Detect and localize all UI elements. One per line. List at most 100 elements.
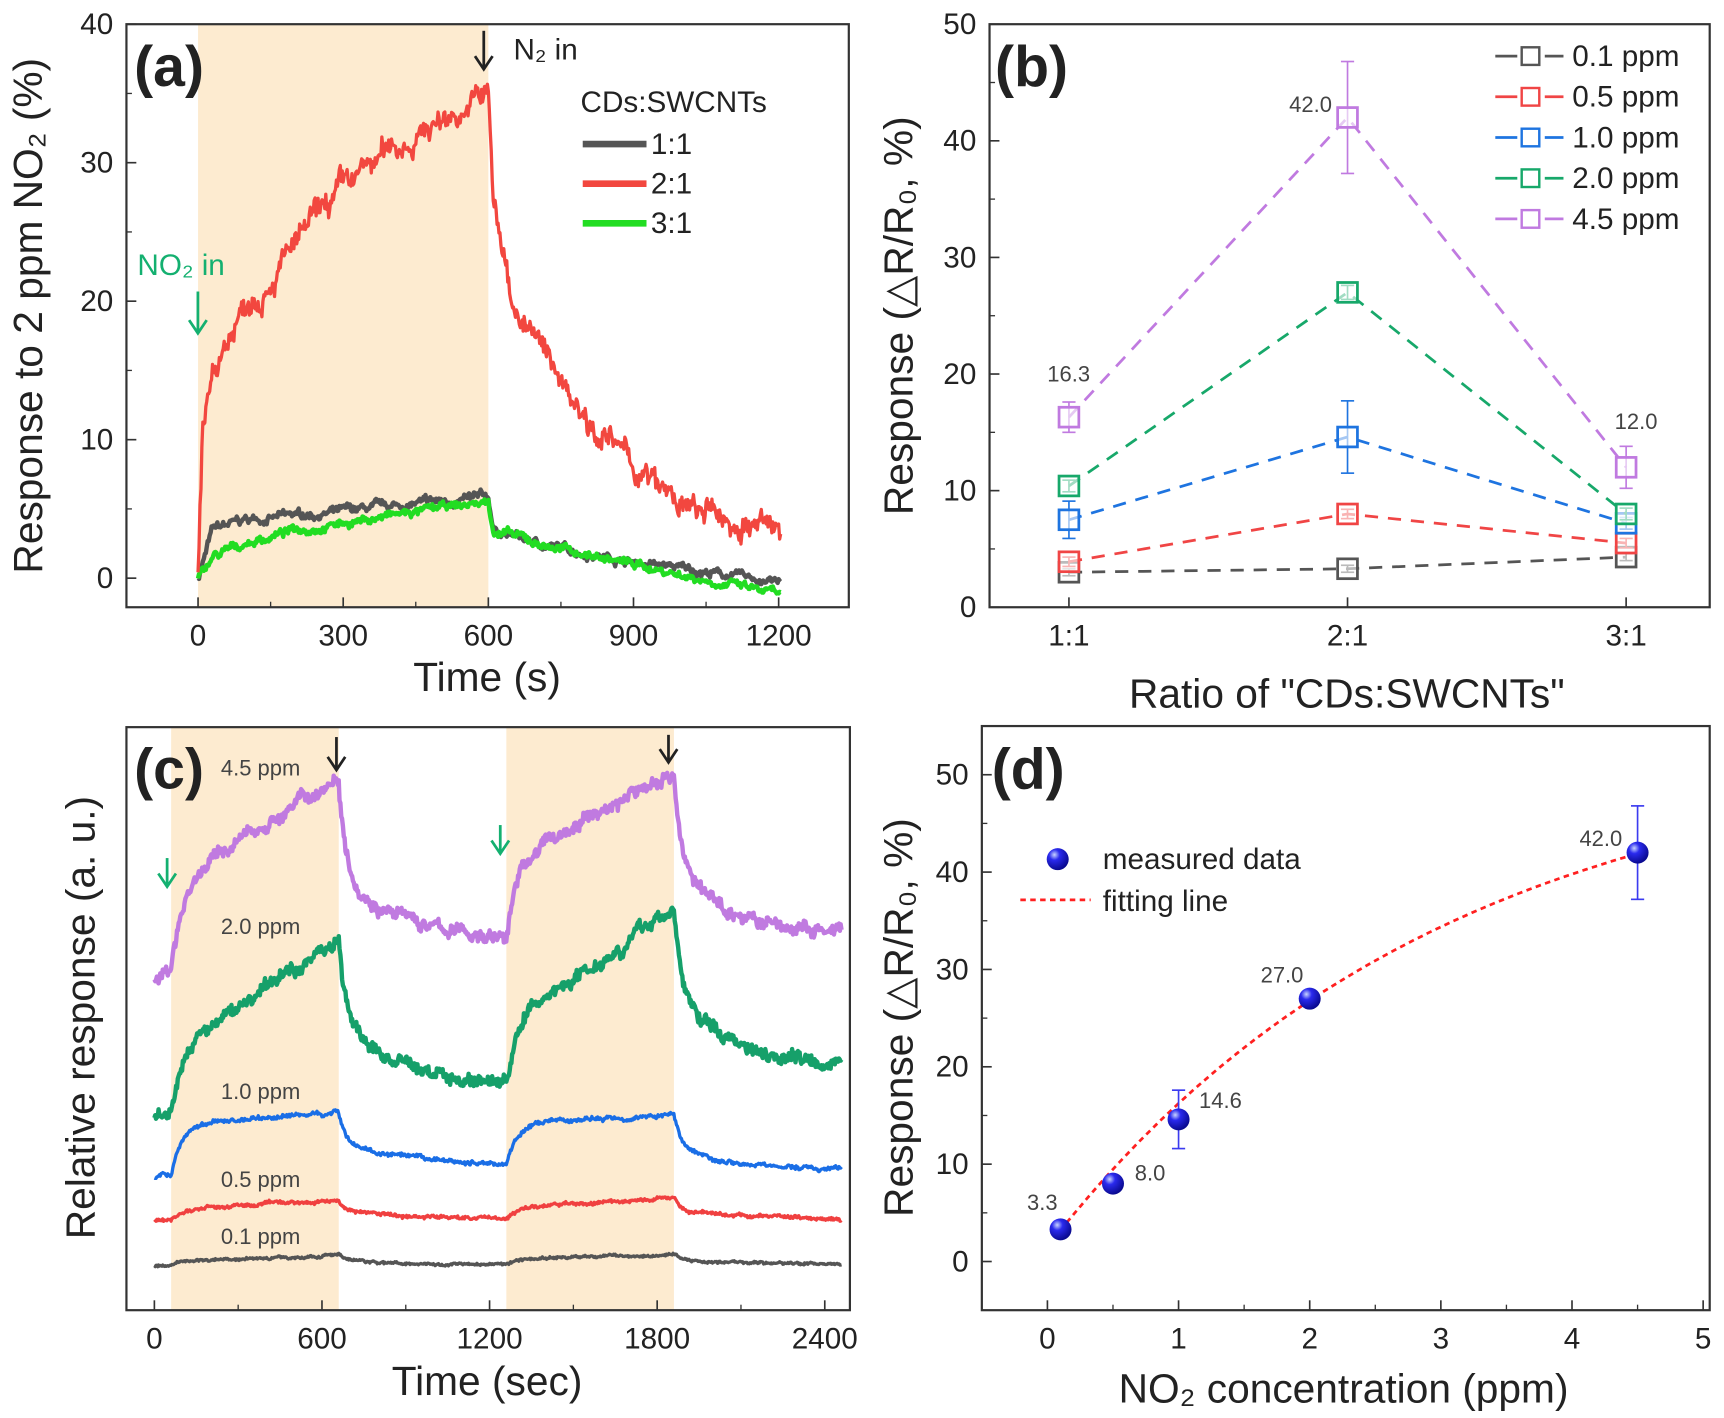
d-x-axis-title: NO₂ concentration (ppm) bbox=[1119, 1366, 1569, 1412]
c-x-tick-label: 1200 bbox=[457, 1323, 523, 1356]
b-legend-square-icon bbox=[1520, 46, 1541, 67]
c-n2-in-arrow-icon-1 bbox=[326, 737, 347, 773]
b-data-point-4-5-ppm bbox=[1614, 456, 1638, 479]
b-data-point-0-5-ppm bbox=[1336, 502, 1359, 526]
a-x-tick-label: 1200 bbox=[746, 620, 812, 653]
b-x-axis-title: Ratio of "CDs:SWCNTs" bbox=[1129, 670, 1565, 716]
a-legend-label-3: 3:1 bbox=[651, 207, 692, 240]
b-x-tick-label: 3:1 bbox=[1605, 620, 1646, 653]
d-y-tick-label: 50 bbox=[936, 759, 969, 792]
c-series-label-0-1: 0.1 ppm bbox=[221, 1224, 300, 1249]
c-n2-in-arrow-icon-2-head bbox=[658, 748, 679, 765]
c-no2-in-arrow-icon-2 bbox=[490, 825, 511, 857]
c-series-line-2-0-ppm bbox=[152, 905, 844, 1121]
a-x-tick-label: 300 bbox=[318, 620, 368, 653]
d-data-label-2: 8.0 bbox=[1135, 1160, 1166, 1185]
b-data-label-42: 42.0 bbox=[1289, 92, 1332, 117]
a-n2-in-arrow-icon-head bbox=[473, 55, 494, 72]
b-legend-square-icon bbox=[1520, 86, 1541, 107]
d-data-label-5: 42.0 bbox=[1579, 826, 1622, 851]
d-legend-label-measured: measured data bbox=[1103, 843, 1301, 876]
d-y-tick-label: 40 bbox=[936, 856, 969, 889]
b-legend-square-icon bbox=[1520, 168, 1541, 189]
c-shaded-exposure-region-2 bbox=[506, 727, 674, 1311]
c-series-label-2-0: 2.0 ppm bbox=[221, 914, 300, 939]
a-legend-title: CDs:SWCNTs bbox=[581, 86, 767, 119]
b-data-point-0-5-ppm bbox=[1057, 550, 1081, 574]
c-n2-in-arrow-icon-2 bbox=[658, 734, 679, 765]
b-data-point-0-1-ppm bbox=[1336, 557, 1359, 581]
c-series-label-1-0: 1.0 ppm bbox=[221, 1079, 300, 1104]
d-x-tick-label: 3 bbox=[1433, 1323, 1450, 1356]
a-y-tick-label: 20 bbox=[80, 285, 113, 318]
b-y-tick-label: 10 bbox=[943, 475, 976, 508]
c-series-line-0-1-ppm bbox=[153, 1251, 843, 1269]
c-series-line-0-5-ppm bbox=[153, 1195, 843, 1223]
c-x-tick-label: 0 bbox=[146, 1323, 163, 1356]
panel-label-b: (b) bbox=[995, 35, 1068, 99]
c-series-line-1-0-ppm bbox=[153, 1108, 843, 1181]
b-legend-square-icon bbox=[1520, 208, 1541, 229]
b-data-point-4-5-ppm bbox=[1057, 405, 1081, 429]
a-legend-label-2: 2:1 bbox=[651, 168, 692, 201]
a-x-axis-title: Time (s) bbox=[413, 654, 561, 700]
b-y-tick-label: 20 bbox=[943, 358, 976, 391]
d-legend-marker-icon bbox=[1046, 848, 1069, 871]
b-data-point-1-0-ppm bbox=[1057, 508, 1081, 532]
a-annotation-n2-in: N₂ in bbox=[513, 33, 577, 66]
c-x-tick-label: 600 bbox=[297, 1323, 347, 1356]
b-y-tick-label: 30 bbox=[943, 241, 976, 274]
a-annotation-no2-in: NO₂ in bbox=[137, 249, 224, 282]
b-legend-label-5: 4.5 ppm bbox=[1572, 203, 1679, 236]
d-data-point bbox=[1101, 1172, 1124, 1195]
a-x-tick-label: 900 bbox=[609, 620, 659, 653]
d-plot-frame bbox=[980, 724, 1711, 1312]
d-data-point bbox=[1049, 1218, 1072, 1241]
d-legend-label-fit: fitting line bbox=[1103, 885, 1228, 918]
a-y-tick-label: 40 bbox=[80, 8, 113, 41]
a-x-tick-label: 0 bbox=[190, 620, 207, 653]
b-legend-label-4: 2.0 ppm bbox=[1572, 162, 1679, 195]
d-data-point bbox=[1298, 987, 1321, 1010]
c-plot-frame bbox=[125, 726, 852, 1312]
a-y-tick-label: 10 bbox=[80, 424, 113, 457]
a-y-tick-label: 0 bbox=[97, 562, 114, 595]
b-data-point-2-0-ppm bbox=[1057, 474, 1081, 498]
d-x-tick-label: 4 bbox=[1564, 1323, 1581, 1356]
b-data-point-4-5-ppm bbox=[1336, 106, 1359, 129]
d-y-tick-label: 30 bbox=[936, 953, 969, 986]
a-y-tick-label: 30 bbox=[80, 147, 113, 180]
d-data-point bbox=[1626, 841, 1649, 864]
b-data-point-0-5-ppm bbox=[1614, 531, 1638, 555]
d-fitting-line bbox=[1059, 852, 1638, 1232]
a-no2-in-arrow-icon bbox=[187, 291, 208, 336]
c-series-label-0-5: 0.5 ppm bbox=[221, 1167, 300, 1192]
b-legend-label-2: 0.5 ppm bbox=[1572, 81, 1679, 114]
c-series-line-4-5-ppm bbox=[152, 770, 844, 986]
a-n2-in-arrow-icon bbox=[473, 30, 494, 72]
b-y-tick-label: 50 bbox=[943, 8, 976, 41]
c-shaded-exposure-region-1 bbox=[171, 727, 339, 1311]
b-y-axis-title: Response (△R/R₀, %) bbox=[876, 116, 922, 515]
d-y-tick-label: 10 bbox=[936, 1148, 969, 1181]
b-x-tick-label: 1:1 bbox=[1048, 620, 1089, 653]
b-y-tick-label: 40 bbox=[943, 125, 976, 158]
a-legend-label-1: 1:1 bbox=[651, 128, 692, 161]
c-x-tick-label: 1800 bbox=[624, 1323, 690, 1356]
b-legend-square-icon bbox=[1520, 127, 1541, 148]
d-y-tick-label: 0 bbox=[952, 1245, 969, 1278]
d-x-tick-label: 1 bbox=[1170, 1323, 1187, 1356]
c-x-tick-label: 2400 bbox=[792, 1323, 858, 1356]
a-no2-in-arrow-icon-head bbox=[187, 319, 208, 336]
c-y-axis-title: Relative response (a. u.) bbox=[58, 796, 104, 1239]
a-series-line-2-1 bbox=[196, 82, 783, 573]
d-data-label-3: 14.6 bbox=[1199, 1088, 1242, 1113]
c-x-axis-title: Time (sec) bbox=[392, 1358, 583, 1404]
b-series-line-1-0-ppm bbox=[1068, 435, 1627, 525]
c-no2-in-arrow-icon-1-head bbox=[157, 872, 178, 890]
c-n2-in-arrow-icon-1-head bbox=[326, 756, 347, 773]
panel-label-d: (d) bbox=[992, 738, 1065, 802]
a-x-tick-label: 600 bbox=[464, 620, 514, 653]
